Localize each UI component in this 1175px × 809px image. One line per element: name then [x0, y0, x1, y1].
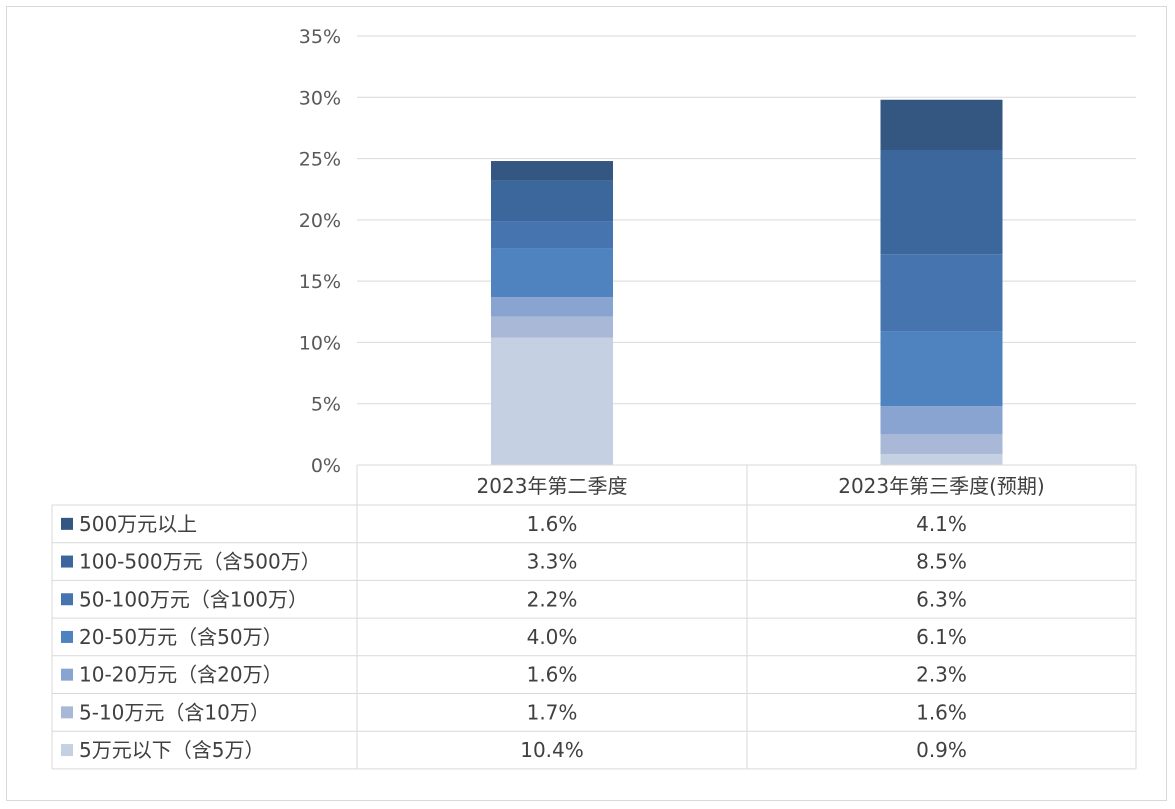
y-tick-label: 10% [299, 332, 341, 354]
bar-segment [491, 180, 613, 222]
data-label: 4.0% [527, 625, 578, 649]
bar-segment [880, 453, 1003, 465]
bar-segment [880, 254, 1003, 332]
data-label: 1.6% [916, 700, 967, 724]
legend-key [61, 517, 73, 530]
y-tick-label: 15% [299, 271, 341, 293]
data-label: 1.7% [527, 700, 578, 724]
data-label: 4.1% [916, 512, 967, 536]
legend-label: 500万元以上 [79, 512, 197, 536]
data-label: 8.5% [916, 550, 967, 574]
bar-segment [491, 337, 613, 465]
x-category-label: 2023年第三季度(预期) [838, 474, 1045, 498]
y-tick-label: 30% [299, 87, 341, 109]
data-label: 3.3% [527, 550, 578, 574]
legend-key [61, 630, 73, 643]
legend-key [61, 706, 73, 719]
legend-label: 50-100万元（含100万） [79, 587, 308, 611]
legend-label: 10-20万元（含20万） [79, 663, 283, 687]
legend-label: 5-10万元（含10万） [79, 700, 270, 724]
data-label: 10.4% [520, 738, 584, 762]
data-label: 2.2% [527, 587, 578, 611]
y-tick-label: 5% [311, 394, 341, 416]
y-tick-label: 20% [299, 210, 341, 232]
data-label: 2.3% [916, 663, 967, 687]
legend-label: 100-500万元（含500万） [79, 550, 321, 574]
bar-segment [491, 221, 613, 249]
y-tick-label: 25% [299, 149, 341, 171]
legend-key [61, 668, 73, 681]
bar-segment [491, 297, 613, 317]
bar-segment [880, 149, 1003, 255]
data-label: 6.1% [916, 625, 967, 649]
bar-segment [491, 161, 613, 181]
bar-segment [880, 406, 1003, 435]
data-label: 6.3% [916, 587, 967, 611]
bar-segment [491, 248, 613, 298]
legend-label: 20-50万元（含50万） [79, 625, 283, 649]
legend-key [61, 593, 73, 606]
legend-key [61, 744, 73, 757]
bar-segment [880, 331, 1003, 407]
data-label: 1.6% [527, 663, 578, 687]
y-tick-label: 0% [311, 455, 341, 477]
x-category-label: 2023年第二季度 [477, 474, 628, 498]
legend-key [61, 555, 73, 568]
data-label: 1.6% [527, 512, 578, 536]
legend-label: 5万元以下（含5万） [79, 738, 264, 762]
y-tick-label: 35% [299, 26, 341, 48]
data-label: 0.9% [916, 738, 967, 762]
bar-segment [880, 99, 1003, 150]
bar-segment [880, 434, 1003, 454]
chart-frame [6, 6, 1167, 801]
bar-segment [491, 316, 613, 338]
